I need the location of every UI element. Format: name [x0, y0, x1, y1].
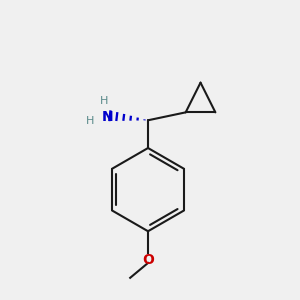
- Text: N: N: [102, 110, 113, 124]
- Text: H: H: [100, 97, 109, 106]
- Text: H: H: [86, 116, 95, 126]
- Text: O: O: [142, 253, 154, 267]
